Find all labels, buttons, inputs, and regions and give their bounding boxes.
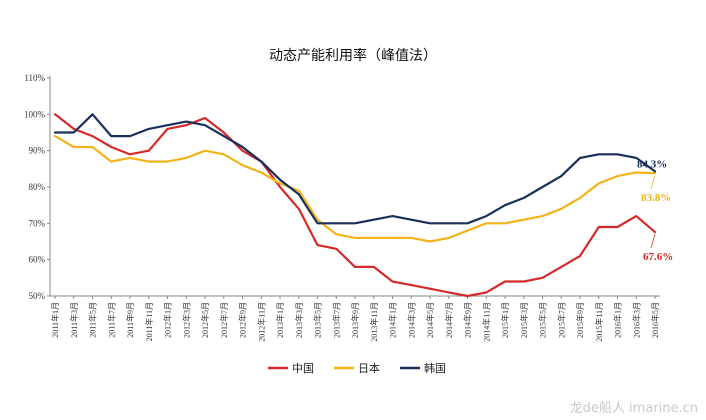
x-tick-label: 2011年5月 <box>88 302 98 338</box>
y-tick-label: 100% <box>24 109 46 119</box>
x-tick-label: 2012年3月 <box>181 302 191 338</box>
x-tick-label: 2012年11月 <box>256 302 266 342</box>
data-label: 83.8% <box>641 192 671 204</box>
annotation-leader <box>650 233 656 249</box>
x-tick-label: 2011年11月 <box>144 302 154 341</box>
x-tick-label: 2011年1月 <box>50 302 60 338</box>
x-tick-label: 2013年7月 <box>331 302 341 338</box>
y-tick-label: 60% <box>29 255 46 265</box>
x-tick-label: 2013年9月 <box>350 302 360 338</box>
x-tick-label: 2015年9月 <box>575 302 585 338</box>
x-tick-label: 2013年5月 <box>313 302 323 338</box>
x-tick-label: 2012年1月 <box>163 302 173 338</box>
chart-title: 动态产能利用率（峰值法） <box>269 47 437 64</box>
x-tick-label: 2014年5月 <box>425 302 435 338</box>
watermark: 龙de船人 imarine.cn <box>569 401 698 416</box>
x-tick-label: 2013年1月 <box>275 302 285 338</box>
legend-label: 韩国 <box>424 361 446 375</box>
series-line <box>53 113 657 225</box>
x-tick-label: 2015年5月 <box>538 302 548 338</box>
x-tick-label: 2015年11月 <box>594 302 604 342</box>
y-tick-label: 70% <box>29 218 46 228</box>
x-tick-label: 2014年3月 <box>406 302 416 338</box>
x-tick-label: 2013年3月 <box>294 302 304 338</box>
x-tick-label: 2016年3月 <box>631 302 641 338</box>
x-tick-label: 2013年11月 <box>369 302 379 342</box>
x-tick-label: 2016年1月 <box>613 302 623 338</box>
series-line <box>53 135 657 243</box>
x-tick-label: 2014年9月 <box>463 302 473 338</box>
x-tick-label: 2015年1月 <box>500 302 510 338</box>
data-label: 84.3% <box>637 158 667 170</box>
data-label: 67.6% <box>643 251 673 263</box>
y-tick-label: 90% <box>29 146 46 156</box>
x-tick-label: 2011年9月 <box>125 302 135 338</box>
series-line <box>53 113 657 298</box>
x-tick-label: 2016年5月 <box>650 302 660 338</box>
legend-label: 中国 <box>292 362 314 375</box>
x-tick-label: 2015年7月 <box>556 302 566 338</box>
y-tick-label: 50% <box>29 291 46 301</box>
x-tick-label: 2012年7月 <box>219 302 229 338</box>
legend-label: 日本 <box>358 361 380 375</box>
x-tick-label: 2014年7月 <box>444 302 454 338</box>
x-tick-label: 2015年3月 <box>519 302 529 338</box>
x-tick-label: 2011年3月 <box>69 302 79 338</box>
x-tick-label: 2014年1月 <box>388 302 398 338</box>
annotation-leader <box>650 175 656 190</box>
x-tick-label: 2012年5月 <box>200 302 210 338</box>
y-tick-label: 80% <box>29 182 46 192</box>
x-tick-label: 2012年9月 <box>238 302 248 338</box>
y-tick-label: 110% <box>24 73 45 83</box>
x-tick-label: 2014年11月 <box>481 302 491 342</box>
x-tick-label: 2011年7月 <box>106 302 116 338</box>
